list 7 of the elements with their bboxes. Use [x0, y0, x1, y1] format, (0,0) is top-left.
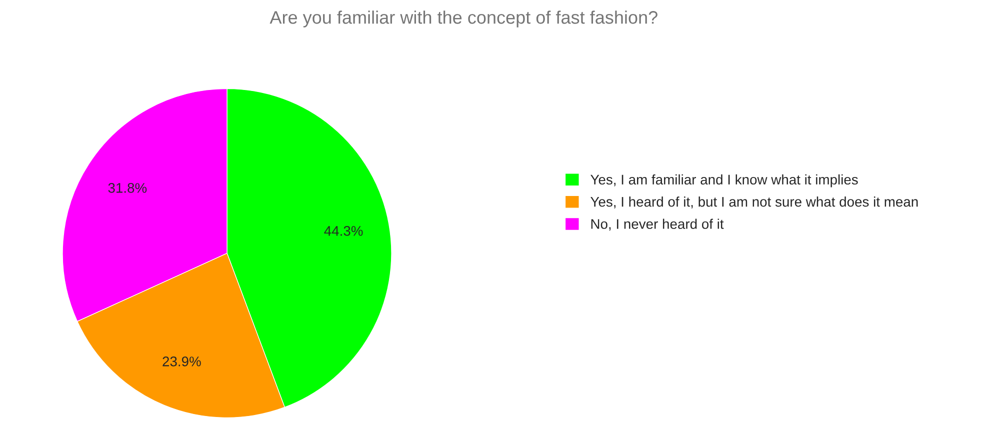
legend-label: Yes, I am familiar and I know what it implies — [590, 174, 858, 188]
chart-title: Are you familiar with the concept of fast fashion? — [270, 10, 658, 28]
data-label: 31.8% — [108, 183, 147, 193]
legend-label: No, I never heard of it — [591, 218, 724, 231]
legend-label: Yes, I heard of it, but I am not sure what does it mean — [590, 196, 918, 208]
data-label: 23.9% — [162, 356, 201, 366]
data-label: 44.3% — [324, 226, 363, 236]
